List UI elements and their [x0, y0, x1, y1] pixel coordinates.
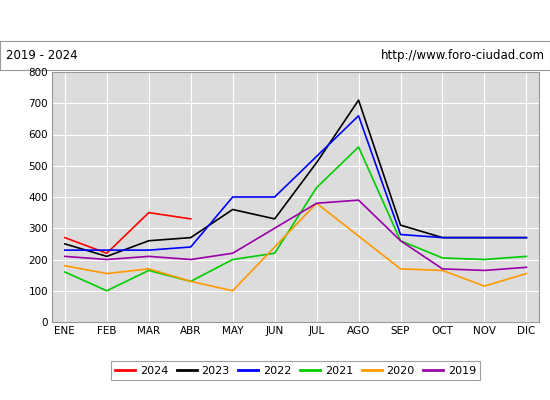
Text: 2019 - 2024: 2019 - 2024 — [6, 49, 77, 62]
Text: Evolucion Nº Turistas Extranjeros en el municipio de San Martín de Valdeiglesias: Evolucion Nº Turistas Extranjeros en el … — [0, 14, 550, 28]
Text: http://www.foro-ciudad.com: http://www.foro-ciudad.com — [381, 49, 544, 62]
Legend: 2024, 2023, 2022, 2021, 2020, 2019: 2024, 2023, 2022, 2021, 2020, 2019 — [111, 361, 481, 380]
